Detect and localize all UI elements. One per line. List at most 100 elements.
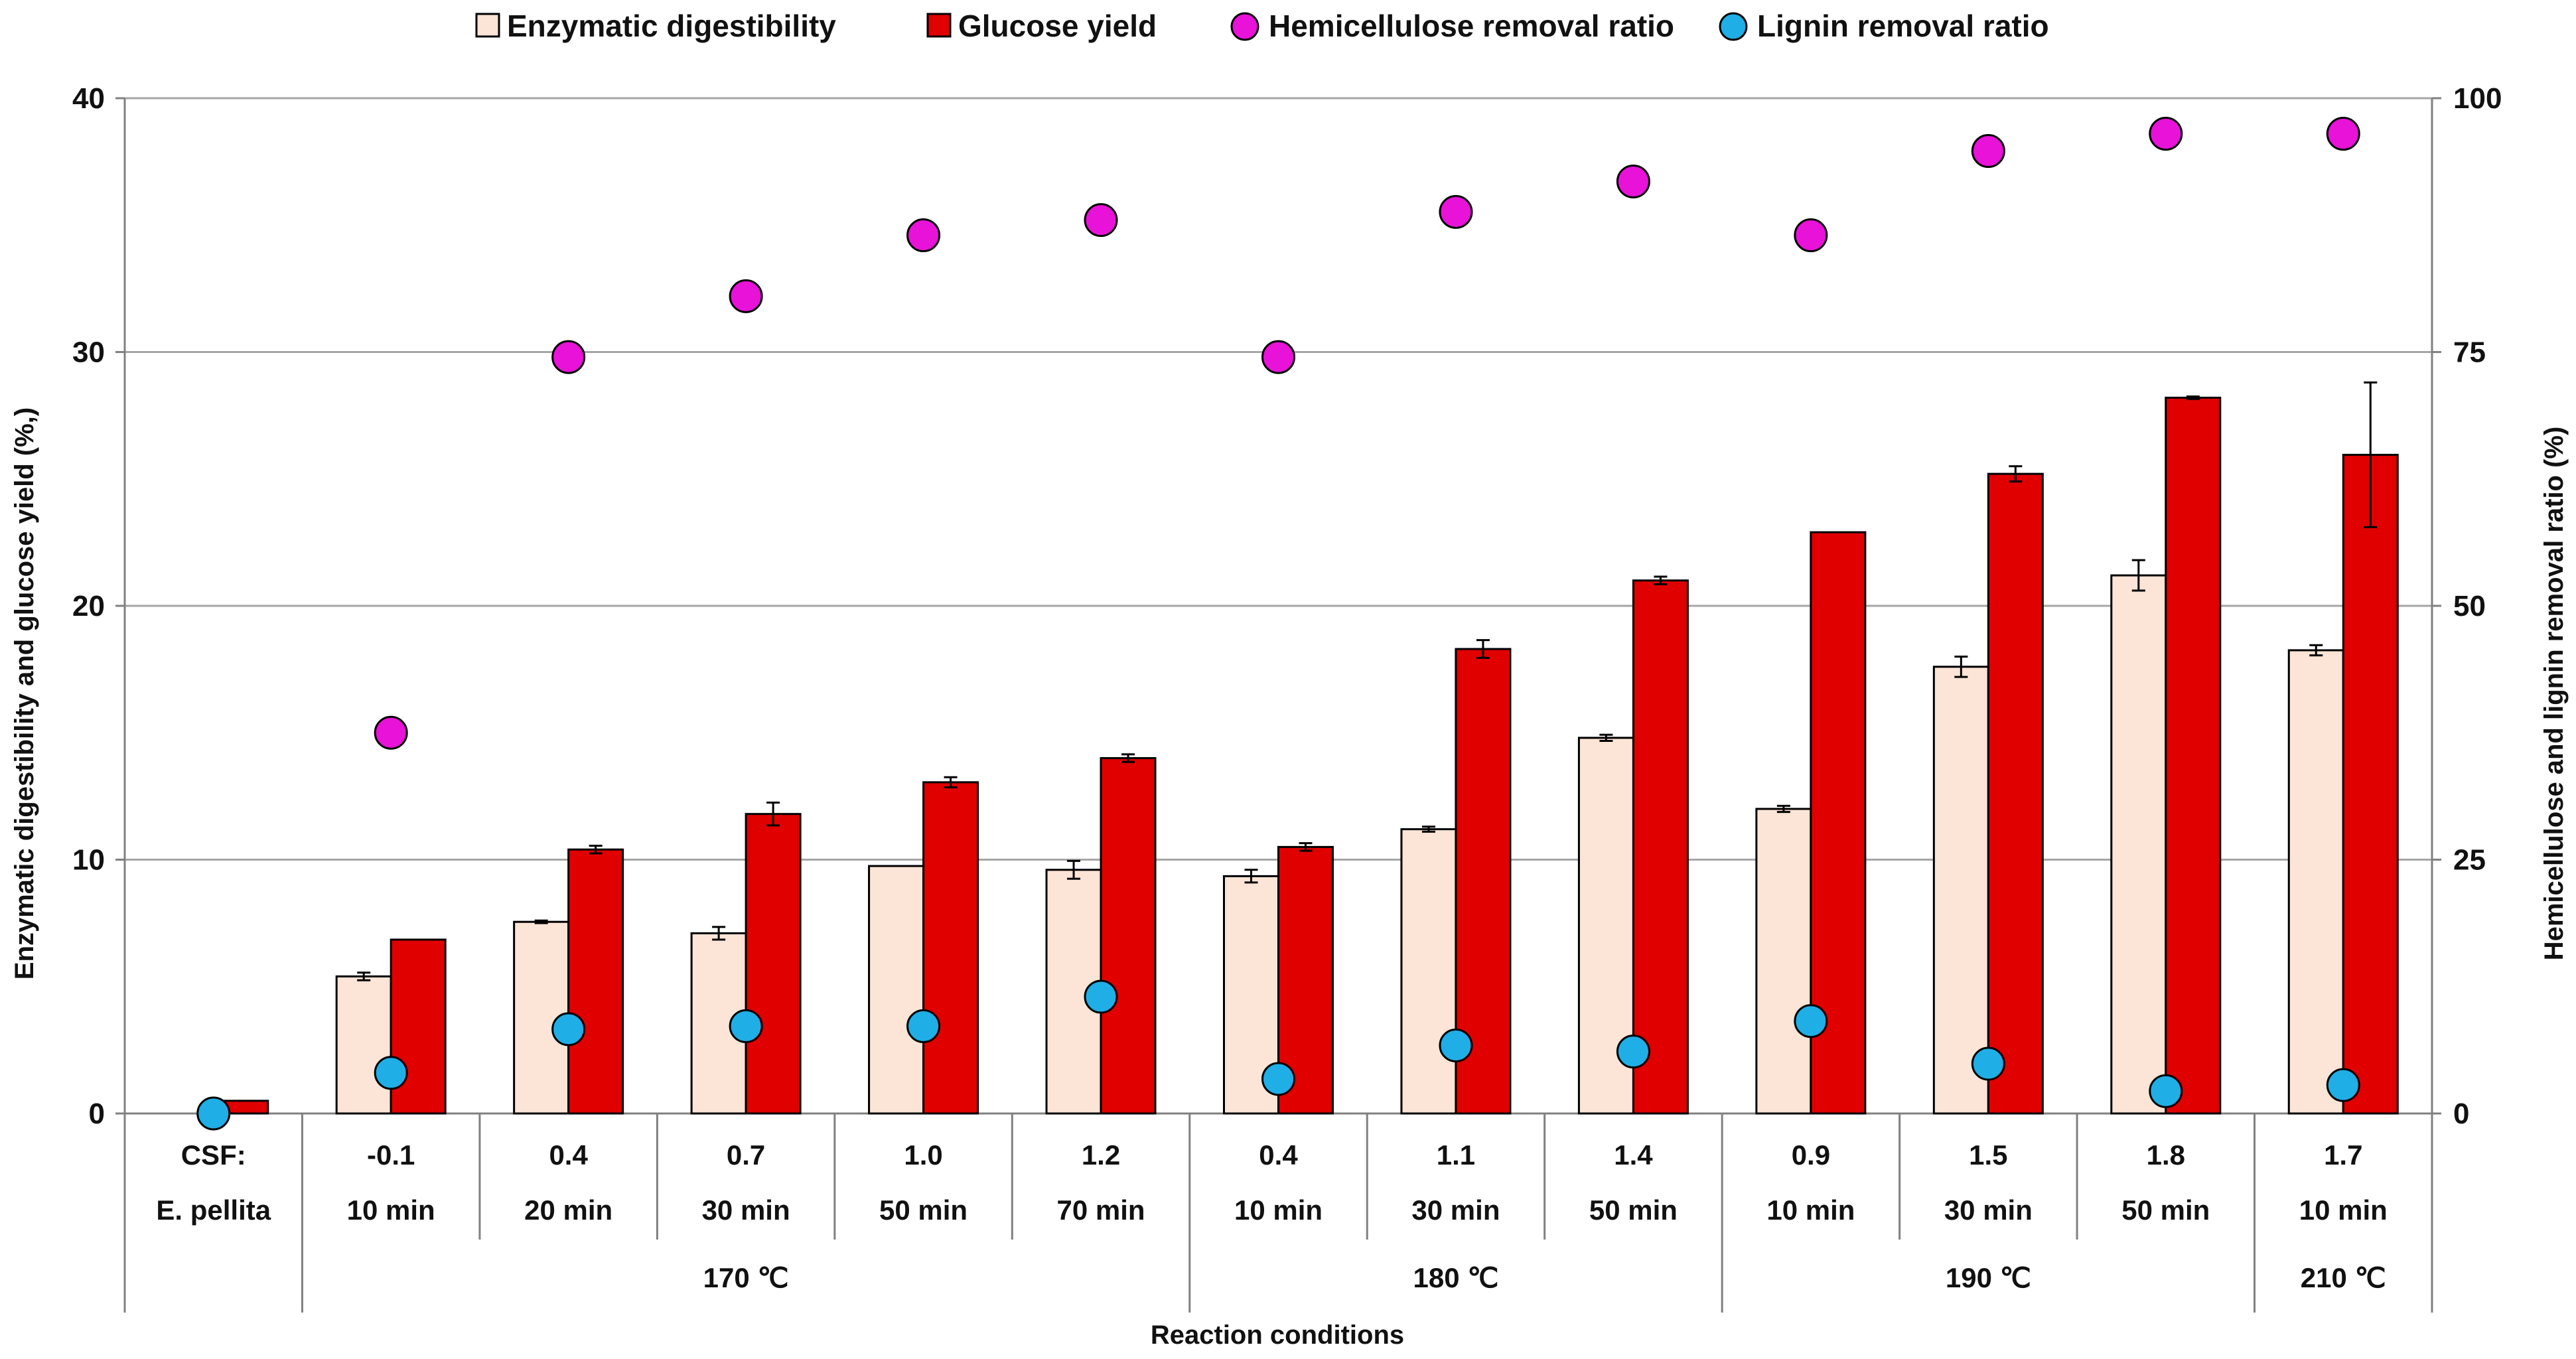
group-label: 210 ℃ [2301,1262,2386,1293]
category-time-label: 30 min [702,1194,790,1226]
marker-hemicellulose-removal-ratio [551,340,586,374]
marker-hemicellulose-removal-ratio [729,279,763,313]
marker-lignin-removal-ratio [2149,1074,2183,1108]
marker-hemicellulose-removal-ratio [1261,340,1295,374]
bar-enzymatic-digestibility [2287,649,2344,1115]
marker-hemicellulose-removal-ratio [906,218,941,253]
group-label: 170 ℃ [703,1262,789,1293]
category-csf-label: 1.5 [1969,1139,2007,1171]
bar-enzymatic-digestibility [1400,828,1457,1115]
bar-glucose-yield [567,848,624,1115]
bar-enzymatic-digestibility [335,975,392,1115]
legend: Enzymatic digestibility Glucose yield He… [475,9,2049,43]
category-time-label: 50 min [1589,1194,1678,1226]
marker-lignin-removal-ratio [196,1096,231,1131]
bar-enzymatic-digestibility [868,865,925,1115]
category-time-label: E. pellita [156,1194,271,1226]
error-bars [357,381,2378,981]
category-csf-label: 0.7 [727,1139,765,1171]
marker-lignin-removal-ratio [1794,1004,1828,1038]
marker-lignin-removal-ratio [1261,1062,1295,1096]
csf-label: CSF: [181,1139,246,1171]
marker-hemicellulose-removal-ratio [1794,218,1828,253]
legend-label-hemicellulose-removal-ratio: Hemicellulose removal ratio [1269,9,1674,43]
marker-lignin-removal-ratio [374,1056,408,1090]
y-left-tick-label: 10 [72,844,105,877]
category-time-label: 70 min [1057,1194,1145,1226]
marker-hemicellulose-removal-ratio [1616,164,1650,198]
bar-enzymatic-digestibility [1755,808,1812,1115]
legend-item-glucose-yield: Glucose yield [926,9,1157,43]
category-csf-label: 1.0 [904,1139,942,1171]
marker-lignin-removal-ratio [551,1012,586,1046]
category-time-label: 10 min [347,1194,435,1226]
bar-glucose-yield [1810,531,1867,1115]
category-csf-label: 1.4 [1614,1139,1653,1171]
marker-lignin-removal-ratio [1616,1035,1650,1069]
group-label: 190 ℃ [1946,1262,2031,1293]
bar-enzymatic-digestibility [1932,666,1989,1115]
y-right-tick-label: 0 [2453,1098,2469,1130]
marker-lignin-removal-ratio [1084,979,1118,1014]
y-left-tick-label: 40 [72,82,105,115]
marker-lignin-removal-ratio [1439,1028,1473,1062]
marker-lignin-removal-ratio [729,1009,763,1043]
category-csf-label: 0.4 [549,1139,588,1171]
marker-hemicellulose-removal-ratio [1084,203,1118,238]
marker-lignin-removal-ratio [1971,1046,2005,1081]
bar-glucose-yield [2342,453,2399,1115]
x-axis-label: Reaction conditions [1151,1321,1404,1350]
markers [196,117,2360,1131]
category-time-label: 10 min [2299,1194,2388,1226]
category-csf-label: 1.2 [1082,1139,1120,1171]
category-time-label: 50 min [879,1194,967,1226]
tick-labels: 0 10 20 30 40 0 25 50 75 100 [72,82,2502,1130]
y-left-tick-label: 0 [89,1098,105,1130]
category-csf-label: 1.8 [2147,1139,2185,1171]
y-right-tick-label: 75 [2453,336,2486,369]
legend-label-lignin-removal-ratio: Lignin removal ratio [1757,9,2049,43]
marker-hemicellulose-removal-ratio [1971,134,2005,169]
bar-glucose-yield [745,813,802,1115]
y-right-tick-label: 50 [2453,590,2486,622]
marker-hemicellulose-removal-ratio [2326,117,2360,151]
y-axis-left-label: Enzymatic digestibility and glucose yiel… [10,407,39,979]
bar-glucose-yield [1100,757,1157,1115]
category-time-label: 30 min [1411,1194,1500,1226]
y-left-tick-label: 20 [72,590,105,622]
category-csf-label: 1.7 [2324,1139,2362,1171]
category-csf-label: 1.1 [1437,1139,1475,1171]
category-time-label: 10 min [1766,1194,1855,1226]
marker-hemicellulose-removal-ratio [374,715,408,750]
y-axis-right-label: Hemicellulose and lignin removal ratio (… [2540,427,2569,961]
marker-lignin-removal-ratio [2326,1068,2360,1102]
bar-glucose-yield [2165,396,2222,1115]
legend-item-lignin-removal-ratio: Lignin removal ratio [1719,9,2049,43]
category-csf-label: -0.1 [367,1139,415,1171]
bar-glucose-yield [1632,579,1689,1115]
category-time-label: 30 min [1944,1194,2033,1226]
category-labels: CSF: E. pellita -0.1 10 min 0.4 20 min 0.7 30 m… [156,1139,2387,1293]
legend-item-hemicellulose-removal-ratio: Hemicellulose removal ratio [1230,9,1674,43]
category-time-label: 50 min [2121,1194,2210,1226]
category-csf-label: 0.9 [1792,1139,1830,1171]
legend-swatch-glucose-yield [926,13,952,38]
marker-hemicellulose-removal-ratio [1439,194,1473,229]
legend-label-enzymatic-digestibility: Enzymatic digestibility [507,9,836,43]
category-time-label: 10 min [1234,1194,1323,1226]
y-left-tick-label: 30 [72,336,105,369]
bar-glucose-yield [922,781,979,1115]
legend-label-glucose-yield: Glucose yield [958,9,1157,43]
bar-enzymatic-digestibility [2110,574,2167,1115]
legend-item-enzymatic-digestibility: Enzymatic digestibility [475,9,836,43]
category-time-label: 20 min [524,1194,612,1226]
legend-marker-lignin-removal-ratio [1719,12,1748,41]
y-right-tick-label: 100 [2453,82,2502,115]
legend-marker-hemicellulose-removal-ratio [1230,12,1259,41]
marker-lignin-removal-ratio [906,1009,941,1043]
marker-hemicellulose-removal-ratio [2149,117,2183,151]
group-label: 180 ℃ [1413,1262,1499,1293]
legend-swatch-enzymatic-digestibility [475,13,500,38]
category-csf-label: 0.4 [1259,1139,1298,1171]
